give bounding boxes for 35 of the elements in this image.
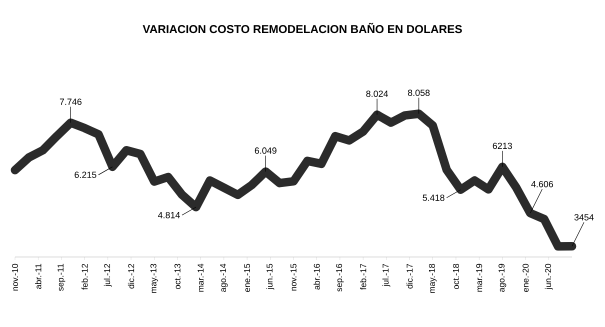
data-label: 6213 — [492, 142, 512, 150]
chart-title: VARIACION COSTO REMODELACION BAÑO EN DOLARES — [142, 22, 462, 34]
x-tick-label: feb.-17 — [360, 264, 366, 290]
x-tick-label: dic.-12 — [128, 264, 134, 289]
x-tick-label: may.-18 — [428, 264, 437, 293]
x-tick-label: jun.-15 — [266, 264, 274, 290]
x-tick-label: jun.-20 — [544, 264, 553, 290]
x-tick-label: ene.-20 — [522, 264, 529, 292]
data-label: 4.606 — [531, 180, 554, 188]
data-label: 3454 — [574, 214, 594, 220]
x-tick-label: may.-13 — [150, 264, 158, 293]
x-tick-label: nov.-10 — [12, 264, 18, 291]
x-tick-label: jul.-17 — [382, 264, 390, 287]
data-label: 8.058 — [408, 90, 430, 96]
x-tick-label: mar.-14 — [198, 264, 204, 292]
x-tick-label: oct.-13 — [174, 264, 180, 290]
x-tick-label: dic.-17 — [406, 264, 413, 289]
data-label: 6.049 — [254, 147, 276, 154]
x-tick-label: sep.-11 — [58, 264, 66, 291]
data-label: 4.814 — [158, 212, 180, 218]
x-tick-label: abr.-11 — [35, 264, 42, 289]
x-tick-label: feb.-12 — [82, 264, 88, 290]
data-label: 8.024 — [366, 90, 388, 97]
data-label: 5.418 — [422, 194, 444, 201]
x-tick-label: jul.-12 — [104, 264, 112, 287]
x-tick-label: ago.-14 — [220, 264, 228, 292]
x-tick-label: sep.-16 — [336, 264, 344, 292]
x-tick-label: oct.-18 — [452, 264, 459, 290]
x-tick-label: nov.-15 — [290, 264, 296, 291]
x-tick-label: ago.-19 — [498, 264, 506, 292]
x-tick-label: ene.-15 — [244, 264, 250, 292]
x-tick-label: abr.-16 — [314, 264, 320, 290]
data-label: 6.215 — [74, 172, 96, 178]
x-tick-label: mar.-19 — [476, 264, 482, 292]
data-label: 7.746 — [60, 98, 82, 105]
